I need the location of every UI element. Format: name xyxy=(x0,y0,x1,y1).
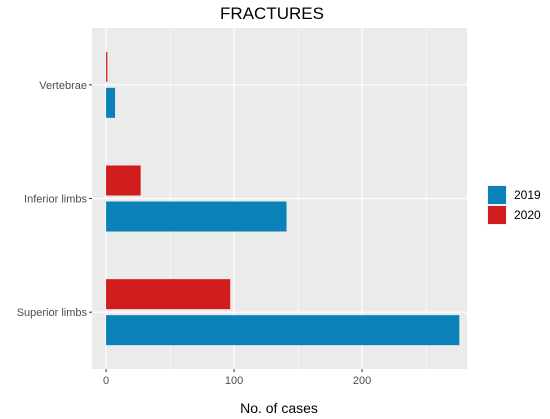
y-tick-label: Vertebrae xyxy=(39,80,87,92)
legend-label: 2020 xyxy=(514,208,541,222)
x-tick-label: 0 xyxy=(103,375,109,387)
bar-2020 xyxy=(106,51,108,82)
chart-title: FRACTURES xyxy=(220,4,324,23)
y-axis: Vertebrae Inferior limbs Superior limbs xyxy=(17,80,92,319)
legend: 2019 2020 xyxy=(487,185,541,225)
legend-swatch-2019 xyxy=(488,186,506,204)
bar-2020 xyxy=(106,165,141,196)
bar-2019 xyxy=(106,201,287,232)
y-tick-label: Superior limbs xyxy=(17,307,88,319)
bar-2019 xyxy=(106,87,116,118)
legend-swatch-2020 xyxy=(488,206,506,224)
bars xyxy=(106,51,460,346)
legend-label: 2019 xyxy=(514,188,541,202)
bar-2019 xyxy=(106,315,460,346)
x-axis-label: No. of cases xyxy=(240,400,318,416)
x-tick-label: 100 xyxy=(225,375,243,387)
grid-lines xyxy=(92,28,467,369)
bar-2020 xyxy=(106,279,231,310)
x-tick-label: 200 xyxy=(353,375,371,387)
x-axis: 0 100 200 xyxy=(103,369,371,387)
y-tick-label: Inferior limbs xyxy=(24,194,87,206)
